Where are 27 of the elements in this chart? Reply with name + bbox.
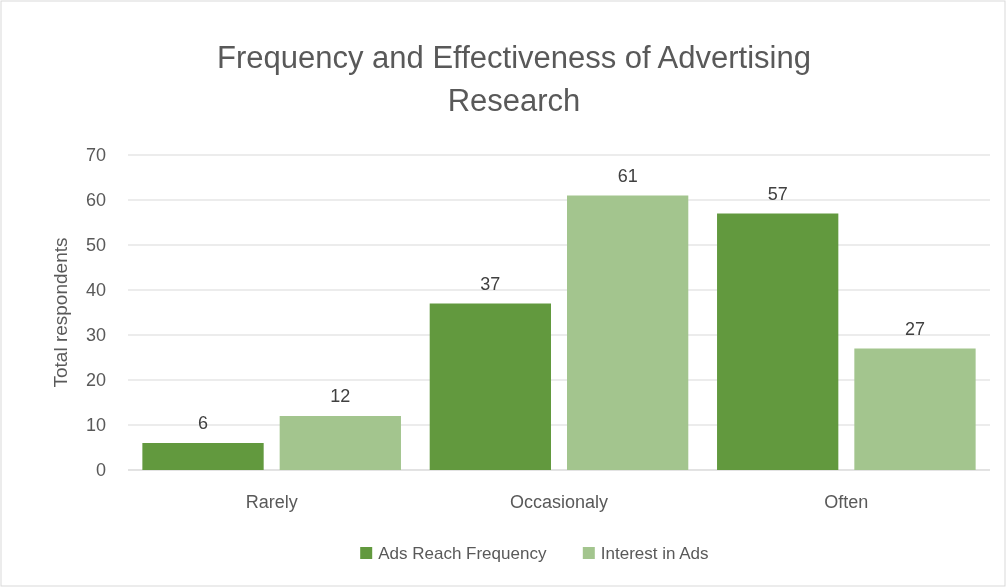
y-tick-label: 50 <box>85 235 106 256</box>
y-axis-title: Total respondents <box>50 237 71 388</box>
data-label: 57 <box>767 183 788 204</box>
data-label: 61 <box>617 165 638 186</box>
y-tick-label: 70 <box>85 145 106 166</box>
y-tick-label: 10 <box>85 415 106 436</box>
legend-label: Interest in Ads <box>600 543 709 563</box>
data-label: 6 <box>198 413 209 433</box>
data-label: 12 <box>330 386 351 406</box>
bar <box>854 348 976 470</box>
bar <box>429 303 551 470</box>
data-label: 37 <box>480 273 501 294</box>
bar <box>279 416 401 470</box>
data-label: 27 <box>904 318 925 339</box>
y-tick-label: 60 <box>85 190 106 211</box>
legend-label: Ads Reach Frequency <box>378 543 547 563</box>
y-tick-label: 30 <box>85 325 106 346</box>
y-tick-label: 0 <box>95 460 106 481</box>
x-tick-label: Often <box>824 492 869 512</box>
y-tick-label: 40 <box>85 280 106 301</box>
bar <box>142 443 264 470</box>
x-tick-label: Rarely <box>245 492 298 512</box>
bar <box>717 213 839 470</box>
chart-title: Frequency and Effectiveness of Advertising Research <box>217 40 811 118</box>
x-tick-label: Occasionaly <box>509 492 609 512</box>
y-tick-label: 20 <box>85 370 106 391</box>
bar <box>567 195 689 470</box>
